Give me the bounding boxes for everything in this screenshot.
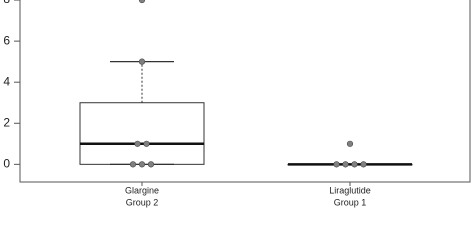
y-tick-label: 4 — [3, 74, 10, 88]
data-point — [138, 161, 146, 168]
data-point — [129, 161, 137, 168]
y-tick-label: 0 — [3, 157, 10, 171]
x-tick-label: Liraglutide — [329, 185, 371, 195]
data-point — [147, 161, 155, 168]
y-tick-label: 2 — [3, 115, 10, 129]
y-tick-label: 8 — [3, 0, 10, 6]
data-point — [360, 161, 367, 168]
data-point — [143, 140, 150, 147]
x-tick-label: Group 2 — [126, 197, 159, 207]
chart: 0 2 4 6 8 Glargine Group 2 Liraglutide Group 1 — [3, 0, 471, 207]
page: {"chart_data": {"type": "box", "categori… — [3, 0, 471, 208]
y-tick-label: 6 — [3, 33, 10, 47]
x-tick-label: Glargine — [125, 185, 159, 195]
data-point — [134, 140, 141, 147]
box — [79, 102, 205, 165]
data-point — [351, 161, 358, 168]
data-point — [138, 58, 146, 65]
data-point — [346, 140, 354, 147]
plot-frame — [19, 0, 471, 183]
data-point — [138, 0, 146, 4]
data-point — [342, 161, 349, 168]
x-tick-label: Group 1 — [334, 197, 367, 207]
data-point — [333, 161, 340, 168]
